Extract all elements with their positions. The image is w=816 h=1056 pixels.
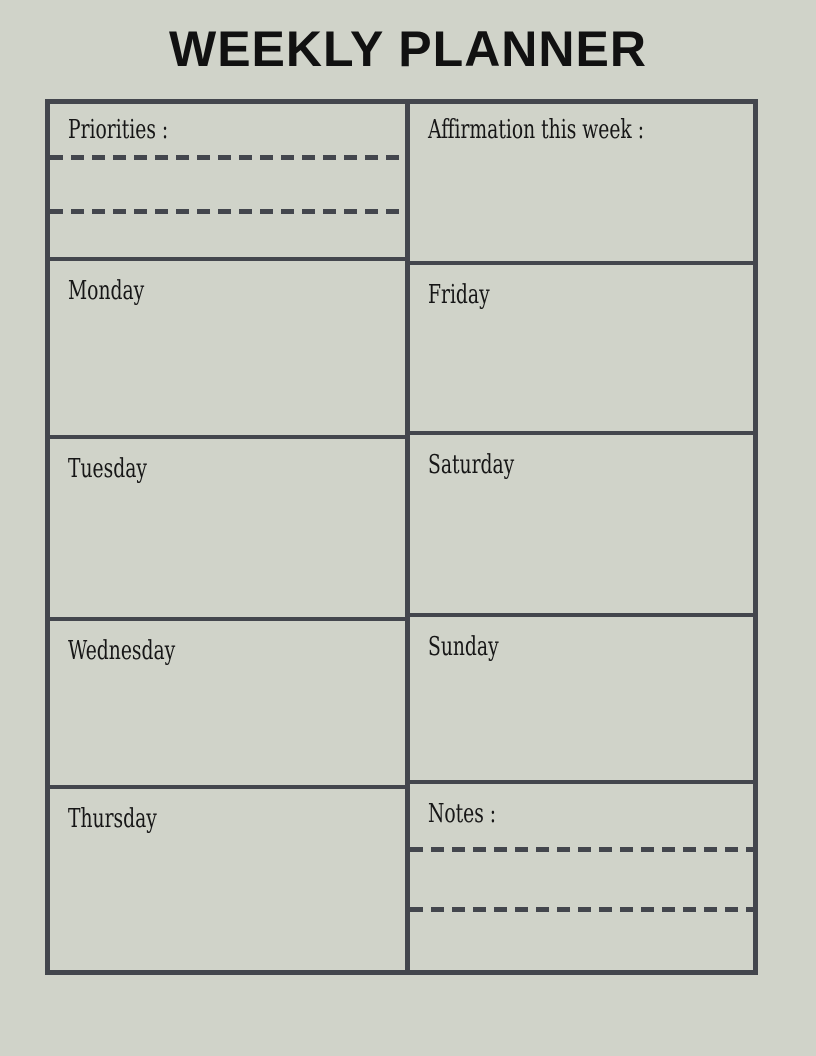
writing-line [410,907,753,912]
cell-wednesday: Wednesday [50,621,405,789]
cell-tuesday: Tuesday [50,439,405,621]
right-column: Affirmation this week : Friday Saturday … [410,104,753,970]
monday-label: Monday [68,276,145,306]
cell-priorities: Priorities : [50,104,405,261]
writing-line [410,847,753,852]
friday-label: Friday [428,280,490,310]
left-column: Priorities : Monday Tuesday Wednesday Th… [50,104,405,970]
cell-thursday: Thursday [50,789,405,970]
tuesday-label: Tuesday [68,454,147,484]
page-title: WEEKLY PLANNER [169,21,647,77]
writing-line [50,209,405,214]
priorities-label: Priorities : [68,115,169,145]
cell-saturday: Saturday [410,435,753,617]
saturday-label: Saturday [428,450,515,480]
sunday-label: Sunday [428,632,499,662]
notes-label: Notes : [428,799,497,829]
cell-affirmation: Affirmation this week : [410,104,753,265]
affirmation-label: Affirmation this week : [428,115,645,145]
column-divider [405,104,410,970]
wednesday-label: Wednesday [68,636,176,666]
cell-sunday: Sunday [410,617,753,784]
cell-notes: Notes : [410,784,753,970]
thursday-label: Thursday [68,804,157,834]
cell-monday: Monday [50,261,405,439]
writing-line [50,155,405,160]
cell-friday: Friday [410,265,753,435]
planner-table: Priorities : Monday Tuesday Wednesday Th… [45,99,758,975]
